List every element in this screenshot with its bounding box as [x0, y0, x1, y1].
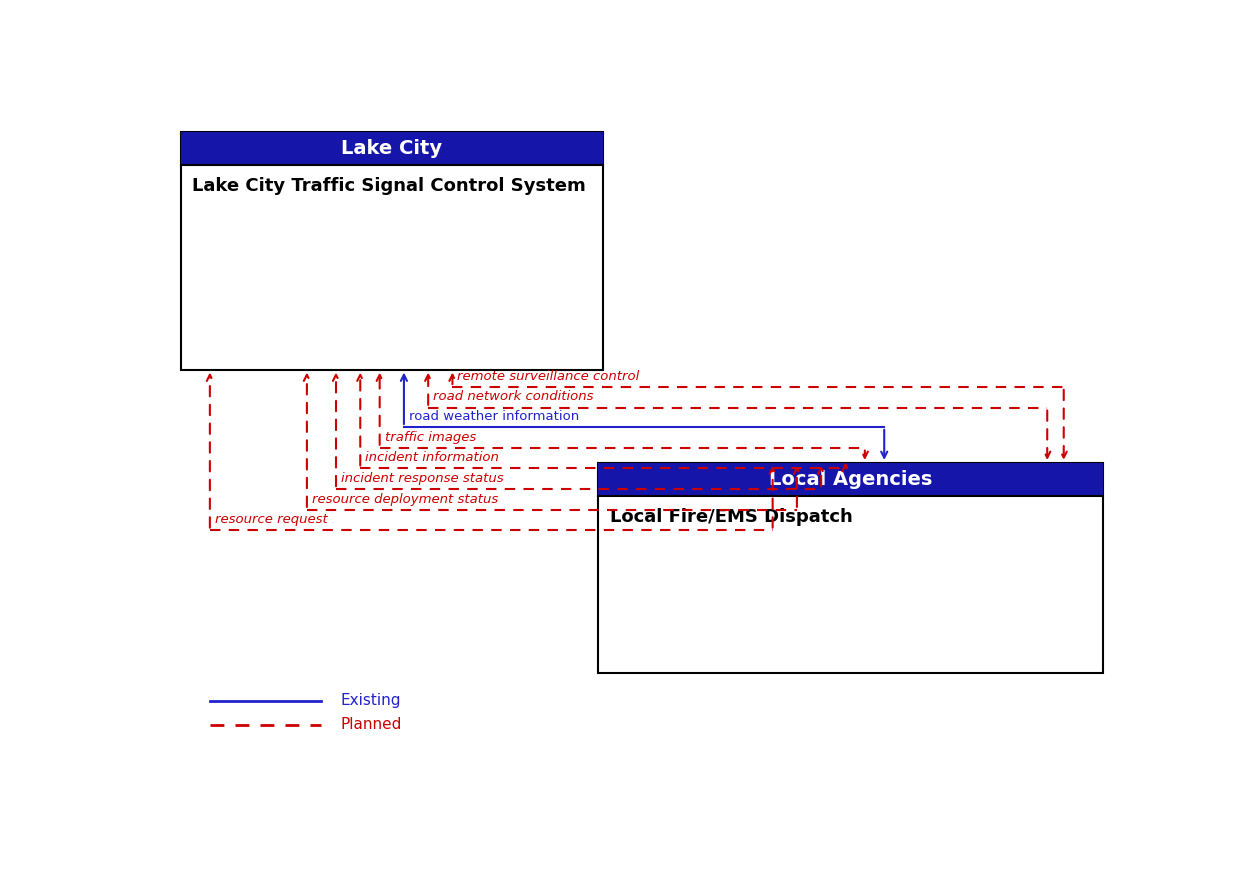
Text: road weather information: road weather information — [408, 409, 578, 423]
Text: Lake City Traffic Signal Control System: Lake City Traffic Signal Control System — [193, 177, 586, 195]
Text: incident response status: incident response status — [341, 472, 503, 485]
Text: remote surveillance control: remote surveillance control — [457, 370, 640, 383]
Text: resource deployment status: resource deployment status — [312, 493, 498, 505]
Text: Local Agencies: Local Agencies — [769, 470, 931, 489]
Bar — [598, 463, 1103, 496]
Text: Local Fire/EMS Dispatch: Local Fire/EMS Dispatch — [610, 508, 853, 526]
Text: road network conditions: road network conditions — [433, 391, 593, 403]
Text: Existing: Existing — [341, 694, 402, 709]
Bar — [180, 132, 602, 370]
Text: incident information: incident information — [366, 452, 500, 464]
Text: Lake City: Lake City — [342, 139, 442, 158]
Text: resource request: resource request — [215, 513, 328, 526]
Text: Planned: Planned — [341, 718, 402, 733]
Bar — [180, 132, 602, 165]
Bar — [598, 463, 1103, 673]
Text: traffic images: traffic images — [384, 430, 476, 444]
